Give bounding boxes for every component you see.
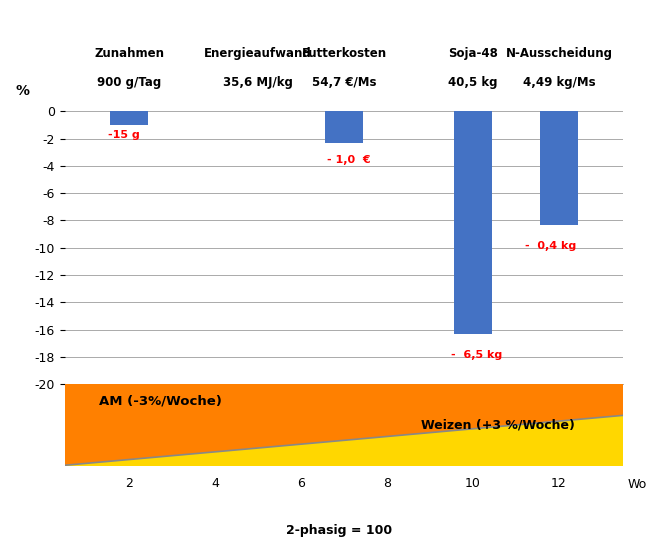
Text: 2-phasig = 100: 2-phasig = 100: [286, 524, 392, 537]
Text: 40,5 kg: 40,5 kg: [448, 76, 497, 89]
Text: -  6,5 kg: - 6,5 kg: [452, 350, 503, 360]
Text: Zunahmen: Zunahmen: [94, 47, 164, 60]
Text: 35,6 MJ/kg: 35,6 MJ/kg: [223, 76, 293, 89]
Text: Soja-48: Soja-48: [448, 47, 498, 60]
Text: -  0,4 kg: - 0,4 kg: [525, 241, 576, 251]
Bar: [453, 111, 492, 334]
Text: 4,49 kg/Ms: 4,49 kg/Ms: [523, 76, 595, 89]
Text: N-Ausscheidung: N-Ausscheidung: [505, 47, 612, 60]
Text: AM (-3%/Woche): AM (-3%/Woche): [99, 394, 222, 407]
Text: %: %: [16, 83, 30, 98]
Text: Wochen: Wochen: [628, 478, 646, 491]
Bar: [325, 111, 363, 143]
Text: 54,7 €/Ms: 54,7 €/Ms: [312, 76, 376, 89]
Text: Weizen (+3 %/Woche): Weizen (+3 %/Woche): [421, 418, 575, 431]
Text: - 1,0  €: - 1,0 €: [327, 155, 370, 165]
Polygon shape: [65, 415, 623, 466]
Bar: [110, 111, 149, 125]
Text: Futterkosten: Futterkosten: [302, 47, 386, 60]
Text: -15 g: -15 g: [108, 130, 140, 140]
Text: Energieaufwand: Energieaufwand: [204, 47, 312, 60]
Text: 900 g/Tag: 900 g/Tag: [97, 76, 162, 89]
Bar: [539, 111, 578, 224]
